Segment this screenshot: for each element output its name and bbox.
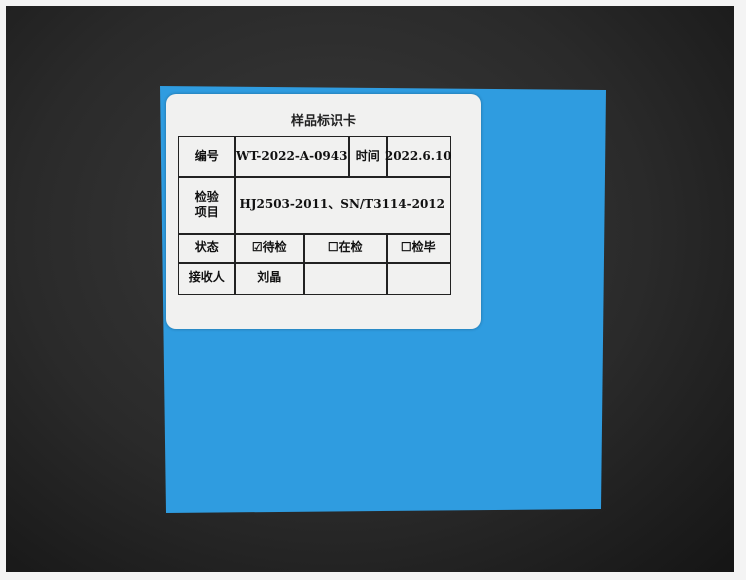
label-card: 样品标识卡 编号 WT-2022-A-0943 时间 2022.6.10 检验 项目 HJ…: [166, 94, 481, 329]
table-cell: 状态: [178, 233, 236, 264]
table-cell: HJ2503-2011、SN/T3114-2012: [234, 176, 451, 235]
card-title: 样品标识卡: [290, 114, 356, 129]
table-cell: 编号: [178, 136, 236, 178]
table-cell: 时间: [348, 136, 388, 178]
table-cell: ☐检毕: [386, 233, 451, 264]
photo-background: 样品标识卡 编号 WT-2022-A-0943 时间 2022.6.10 检验 项目 HJ…: [6, 6, 734, 572]
table-cell: ☐在检: [303, 233, 388, 264]
empty-cell: [386, 262, 451, 295]
table-cell: WT-2022-A-0943: [234, 136, 350, 178]
table-cell: 接收人: [178, 262, 236, 295]
table-cell: 刘晶: [234, 262, 305, 295]
table-cell: 检验 项目: [178, 176, 236, 235]
table-cell: 2022.6.10: [385, 136, 452, 178]
table-cell: ☑待检: [234, 233, 305, 264]
empty-cell: [303, 262, 388, 295]
